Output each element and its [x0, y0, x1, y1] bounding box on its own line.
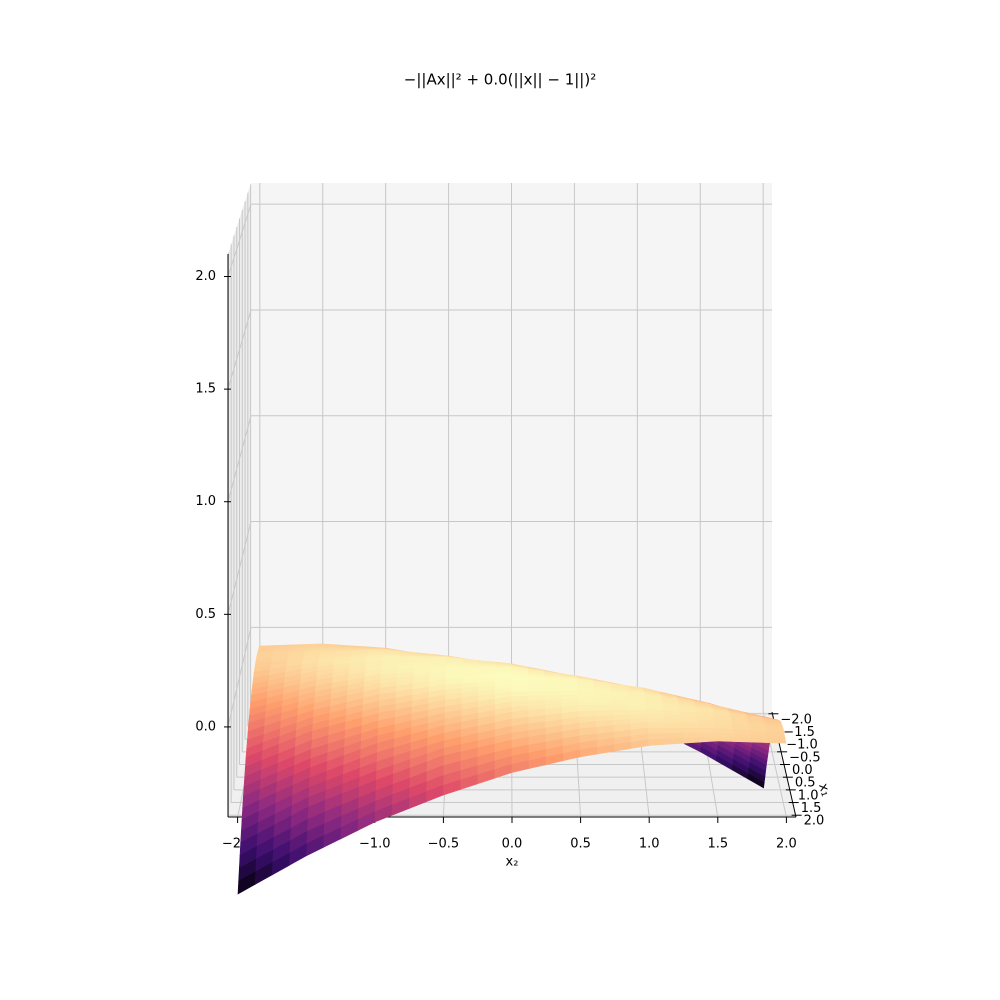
surface-patch [511, 687, 529, 692]
surface-patch [611, 702, 630, 706]
grid-line [227, 521, 252, 615]
surface-patch [681, 722, 700, 729]
surface-patch [578, 701, 597, 706]
surface-patch [767, 738, 787, 744]
surface-patch [578, 694, 596, 700]
y-tick-label: −1.0 [786, 738, 818, 753]
surface-patch [527, 680, 546, 686]
z-tick-label: 1.0 [195, 494, 216, 509]
surface-patch [528, 691, 546, 697]
surface-patch [698, 723, 717, 729]
surface-patch [647, 727, 666, 735]
grid-line [227, 309, 252, 390]
z-tick-label: 1.5 [195, 382, 216, 397]
x-tick-label: 0.5 [570, 837, 591, 852]
surface-patch [664, 727, 683, 734]
surface-patch [561, 687, 579, 692]
x-axis-label: x₂ [506, 855, 519, 870]
surface-patch [544, 687, 562, 692]
surface-patch [647, 733, 667, 740]
y-tick-label: 1.5 [801, 801, 822, 816]
surface-patch [648, 738, 667, 746]
y-tick-label: −0.5 [789, 750, 821, 765]
surface-patch [398, 657, 416, 661]
surface-patch [681, 727, 700, 734]
surface-patch [628, 702, 647, 706]
surface-patch [528, 687, 546, 692]
surface-patch [511, 680, 529, 685]
surface-patch [733, 737, 753, 743]
surface-patch [682, 737, 701, 744]
surface-patch [544, 691, 563, 697]
surface-patch [647, 721, 666, 729]
surface-patch [629, 705, 647, 711]
surface-patch [612, 705, 630, 711]
y-tick-label: 1.0 [798, 788, 819, 803]
surface-patch [511, 683, 529, 689]
x-tick-label: −1.0 [359, 837, 391, 852]
grid-line [227, 204, 252, 277]
x-tick-label: 2.0 [776, 837, 797, 852]
surface-patch [595, 705, 614, 712]
y-tick-label: −2.0 [780, 712, 812, 727]
surface-patch [578, 705, 597, 712]
surface-patch [528, 684, 546, 689]
grid-line [227, 627, 252, 728]
surface-patch [594, 695, 613, 700]
surface-patch [699, 736, 718, 743]
y-tick-label: 0.0 [792, 763, 813, 778]
surface-patch [446, 664, 464, 668]
z-tick-label: 0.5 [195, 607, 216, 622]
surface-patch [664, 722, 683, 729]
surface-patch [511, 691, 529, 697]
surface-patch [578, 698, 596, 703]
surface-patch [628, 699, 647, 703]
y-tick-label: −1.5 [783, 725, 815, 740]
chart-title: −||Ax||² + 0.0(||x|| − 1||)² [404, 71, 596, 89]
x-tick-label: −0.5 [428, 837, 460, 852]
y-axis-label: x₁ [815, 782, 833, 798]
y-tick-label: 0.5 [795, 776, 816, 791]
surface-patch [462, 664, 480, 668]
x-tick-label: 1.5 [707, 837, 728, 852]
x-tick-label: 1.0 [639, 837, 660, 852]
z-tick-label: 0.0 [195, 719, 216, 734]
surface-patch [446, 666, 464, 671]
surface-patch [698, 728, 717, 734]
surface-patch [595, 701, 613, 706]
surface-patch [750, 737, 770, 743]
surface-patch [716, 736, 735, 742]
surface-patch [462, 666, 480, 671]
grid-line [227, 415, 252, 502]
z-tick-label: 2.0 [195, 269, 216, 284]
surface-patch [561, 684, 579, 689]
y-tick-label: 2.0 [804, 814, 825, 829]
surface-patch [544, 684, 562, 689]
surface-patch [611, 698, 630, 703]
surface-patch [595, 698, 613, 703]
surface-patch [665, 737, 684, 745]
x-tick-label: 0.0 [502, 837, 523, 852]
surface [237, 643, 787, 895]
surface-patch [382, 657, 400, 661]
